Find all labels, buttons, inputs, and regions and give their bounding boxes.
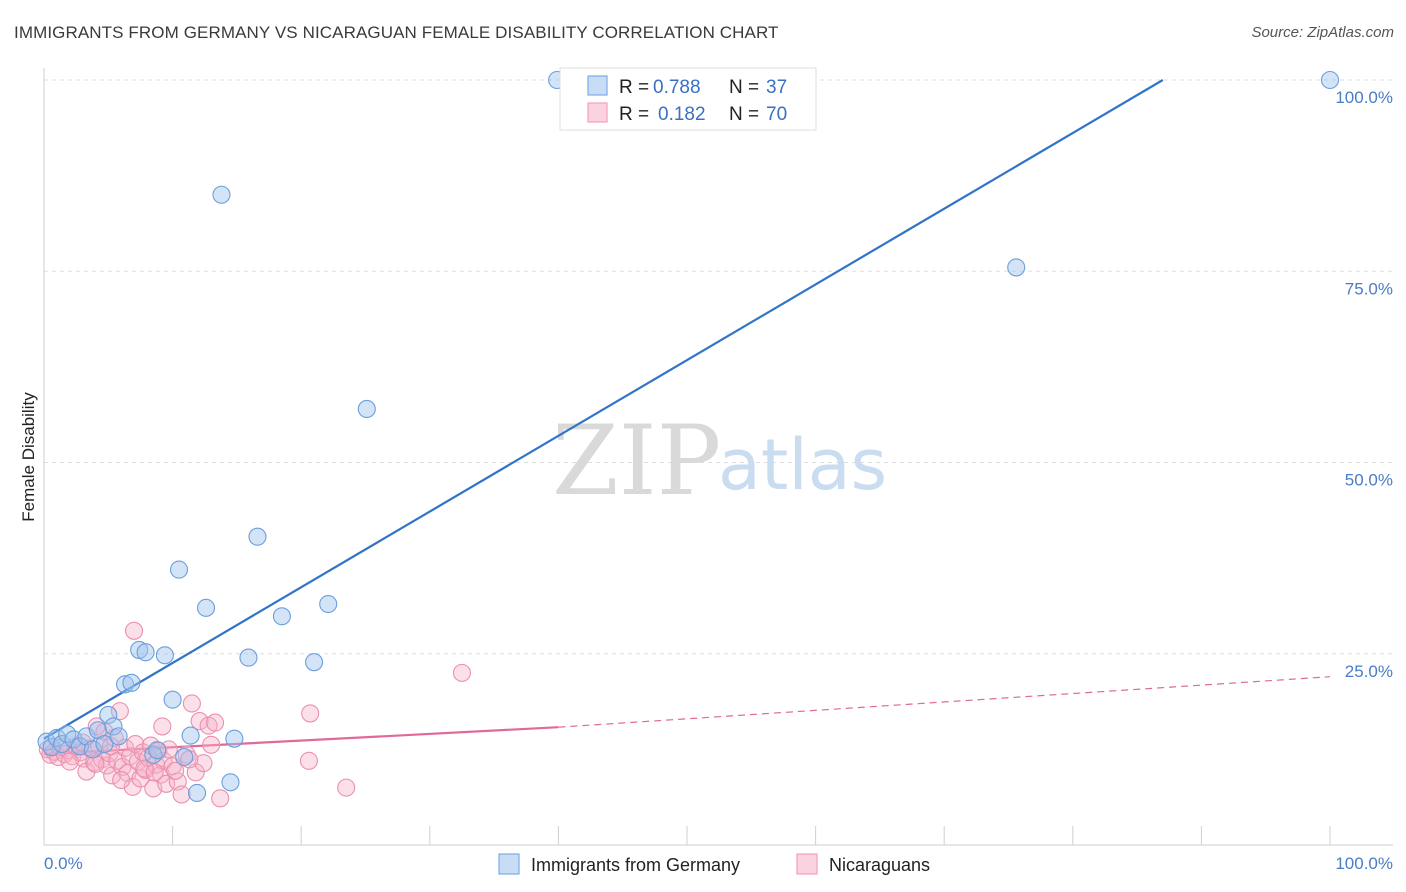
point-germany (305, 653, 324, 672)
point-germany (248, 527, 267, 546)
point-germany (115, 675, 135, 694)
point-germany (163, 690, 182, 709)
legend-r-value-germany: 0.788 (653, 77, 701, 98)
point-nicaraguans (124, 621, 144, 640)
point-germany (239, 648, 258, 667)
point-germany (1007, 258, 1026, 277)
source-label: Source: ZipAtlas.com (1251, 24, 1394, 41)
point-nicaraguans (153, 717, 172, 736)
legend-box: R = 0.788 N = 37 R = 0.182 N = 70 (559, 67, 817, 131)
point-germany (83, 740, 102, 759)
point-nicaraguans (452, 663, 472, 682)
point-nicaraguans (205, 713, 225, 732)
y-tick-label: 75.0% (1345, 279, 1393, 298)
watermark-zip: ZIP (552, 405, 721, 517)
point-germany (221, 773, 240, 792)
point-germany (99, 705, 118, 725)
legend-r-label-nicaraguans: R = (619, 104, 649, 125)
point-nicaraguans (299, 751, 318, 770)
point-germany (225, 729, 244, 748)
point-nicaraguans (190, 712, 209, 731)
point-germany (148, 741, 167, 760)
point-germany (272, 607, 291, 626)
bottom-legend-swatch-germany (498, 853, 520, 875)
y-tick-label: 100.0% (1335, 88, 1393, 107)
legend-n-label-germany: N = (729, 77, 759, 98)
point-nicaraguans (60, 752, 79, 771)
point-germany (319, 594, 338, 614)
point-germany (37, 732, 56, 751)
point-germany (175, 747, 194, 767)
bottom-legend: Immigrants from Germany Nicaraguans (498, 853, 930, 875)
legend-r-label-germany: R = (619, 77, 649, 98)
point-germany (212, 185, 231, 204)
point-nicaraguans (182, 694, 201, 713)
legend-n-label-nicaraguans: N = (729, 104, 759, 125)
point-germany (95, 734, 114, 754)
watermark-atlas: atlas (718, 424, 887, 506)
chart-title: IMMIGRANTS FROM GERMANY VS NICARAGUAN FE… (14, 23, 779, 42)
trend-layer (43, 79, 1331, 756)
point-nicaraguans (166, 761, 185, 780)
point-germany (104, 717, 123, 736)
trend-line-nicaraguans-extension (558, 676, 1331, 728)
y-tick-label: 50.0% (1345, 471, 1393, 490)
trend-line-nicaraguans (43, 726, 559, 756)
legend-swatch-germany (587, 75, 608, 96)
point-germany (42, 738, 61, 757)
point-nicaraguans (202, 735, 221, 754)
point-nicaraguans (112, 770, 131, 790)
point-germany (187, 783, 207, 803)
points-layer (37, 70, 1340, 808)
trend-line-germany (43, 79, 1164, 740)
x-tick-label-max: 100.0% (1335, 854, 1393, 873)
y-axis-title: Female Disability (19, 392, 38, 522)
point-nicaraguans (211, 789, 230, 808)
point-germany (136, 643, 155, 662)
legend-r-value-nicaraguans: 0.182 (658, 104, 706, 125)
legend-n-value-germany: 37 (766, 77, 787, 98)
point-germany (109, 727, 128, 746)
point-germany (181, 726, 200, 745)
bottom-legend-swatch-nicaraguans (796, 853, 818, 875)
point-nicaraguans (135, 759, 154, 778)
point-germany (1320, 70, 1340, 90)
axis-layer: 25.0% 50.0% 75.0% 100.0% (43, 68, 1393, 846)
point-nicaraguans (157, 774, 176, 793)
point-germany (357, 399, 376, 419)
point-nicaraguans (337, 778, 356, 797)
point-germany (155, 646, 174, 665)
point-nicaraguans (115, 738, 135, 757)
point-germany (169, 560, 189, 579)
y-tick-label: 25.0% (1345, 662, 1393, 681)
point-nicaraguans (110, 702, 129, 721)
bottom-legend-label-germany: Immigrants from Germany (531, 855, 740, 875)
x-tick-label-min: 0.0% (44, 854, 83, 873)
grid-layer (44, 79, 1393, 655)
point-nicaraguans (301, 704, 320, 723)
point-germany (196, 598, 216, 617)
legend-n-value-nicaraguans: 70 (766, 104, 787, 125)
point-nicaraguans (172, 785, 191, 804)
legend-swatch-nicaraguans (587, 102, 608, 123)
point-nicaraguans (194, 754, 213, 773)
point-germany (52, 734, 72, 754)
bottom-legend-label-nicaraguans: Nicaraguans (829, 855, 930, 875)
point-nicaraguans (86, 754, 105, 773)
point-nicaraguans (145, 763, 164, 782)
point-germany (122, 673, 141, 692)
watermark: ZIP atlas (552, 405, 887, 517)
